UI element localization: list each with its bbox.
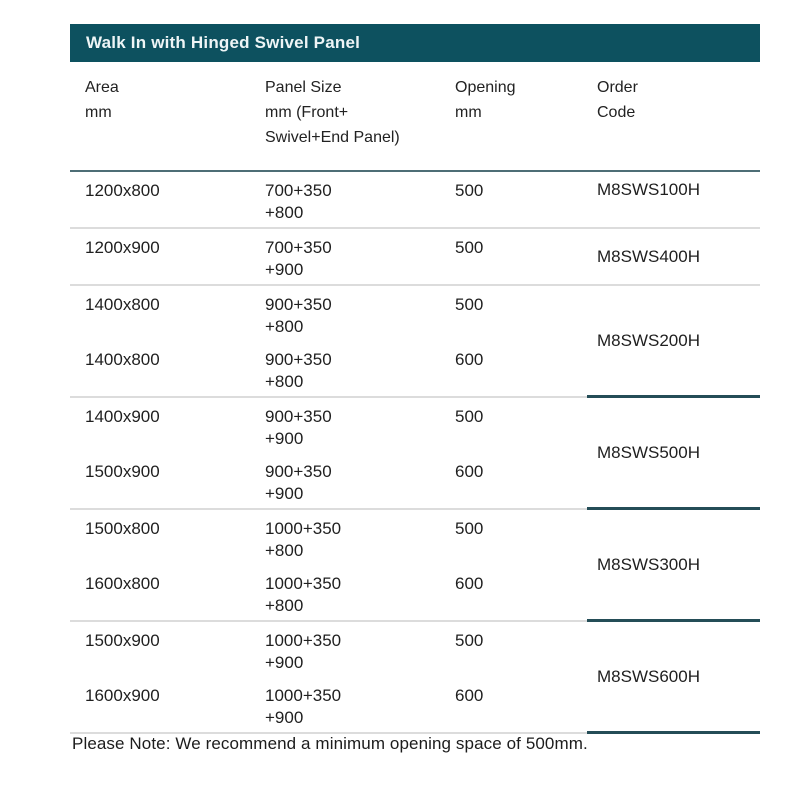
note-text: Please Note: We recommend a minimum open… (72, 734, 588, 753)
panel-size-cell: 900+350 +900 (265, 407, 332, 448)
order-code-underline (587, 395, 760, 398)
table-title-bar: Walk In with Hinged Swivel Panel (70, 24, 760, 62)
order-code-underline (587, 507, 760, 510)
opening-cell: 600 (455, 350, 484, 369)
table-row-group: 1200x900 700+350 +900 500 M8SWS400H (70, 227, 760, 284)
area-cell: 1400x800 (85, 295, 160, 314)
panel-size-cell: 700+350 +800 (265, 181, 332, 222)
opening-cell: 600 (455, 686, 484, 705)
column-header-opening: Opening mm (455, 79, 516, 121)
order-code-cell: M8SWS500H (597, 443, 700, 462)
area-cell: 1400x900 (85, 407, 160, 426)
panel-size-cell: 700+350 +900 (265, 238, 332, 279)
opening-cell: 500 (455, 407, 484, 426)
panel-size-cell: 1000+350 +800 (265, 519, 342, 560)
table-row-group: 1500x800 1000+350 +800 500 1600x800 1000+350 +… (70, 508, 760, 622)
order-code-cell: M8SWS400H (597, 246, 700, 266)
area-cell: 1600x900 (85, 686, 160, 705)
order-code-underline (587, 731, 760, 734)
area-cell: 1200x800 (85, 181, 160, 200)
column-header-row: Area mm Panel Size mm (Front+ Swivel+End… (70, 62, 760, 172)
panel-size-cell: 900+350 +800 (265, 295, 332, 336)
area-cell: 1600x800 (85, 574, 160, 593)
panel-size-cell: 900+350 +900 (265, 462, 332, 503)
order-code-cell: M8SWS200H (597, 331, 700, 350)
table-row-group: 1400x900 900+350 +900 500 1500x900 900+350 +90… (70, 396, 760, 510)
opening-cell: 500 (455, 295, 484, 314)
area-cell: 1400x800 (85, 350, 160, 369)
column-header-area: Area mm (85, 79, 119, 121)
order-code-cell: M8SWS300H (597, 555, 700, 574)
panel-size-cell: 900+350 +800 (265, 350, 332, 391)
order-code-cell: M8SWS600H (597, 667, 700, 686)
table-row-group: 1500x900 1000+350 +900 500 1600x900 1000+350 +… (70, 620, 760, 734)
area-cell: 1500x900 (85, 462, 160, 481)
spec-table: Walk In with Hinged Swivel Panel Area mm… (70, 24, 760, 734)
opening-cell: 500 (455, 519, 484, 538)
table-row-group: 1200x800 700+350 +800 500 M8SWS100H (70, 172, 760, 227)
table-row-group: 1400x800 900+350 +800 500 1400x800 900+350 +80… (70, 284, 760, 398)
panel-size-cell: 1000+350 +800 (265, 574, 342, 615)
panel-size-cell: 1000+350 +900 (265, 631, 342, 672)
order-code-cell: M8SWS100H (597, 180, 700, 199)
order-code-underline (587, 619, 760, 622)
column-header-order-code: Order Code (597, 79, 638, 121)
column-header-panel-size: Panel Size mm (Front+ Swivel+End Panel) (265, 79, 400, 146)
opening-cell: 600 (455, 574, 484, 593)
opening-cell: 500 (455, 181, 484, 200)
area-cell: 1500x800 (85, 519, 160, 538)
table-title: Walk In with Hinged Swivel Panel (86, 33, 361, 52)
area-cell: 1200x900 (85, 238, 160, 257)
opening-cell: 500 (455, 631, 484, 650)
table-body: 1200x800 700+350 +800 500 M8SWS100H 1200x900 7… (70, 172, 760, 734)
panel-size-cell: 1000+350 +900 (265, 686, 342, 727)
area-cell: 1500x900 (85, 631, 160, 650)
opening-cell: 500 (455, 238, 484, 257)
opening-cell: 600 (455, 462, 484, 481)
